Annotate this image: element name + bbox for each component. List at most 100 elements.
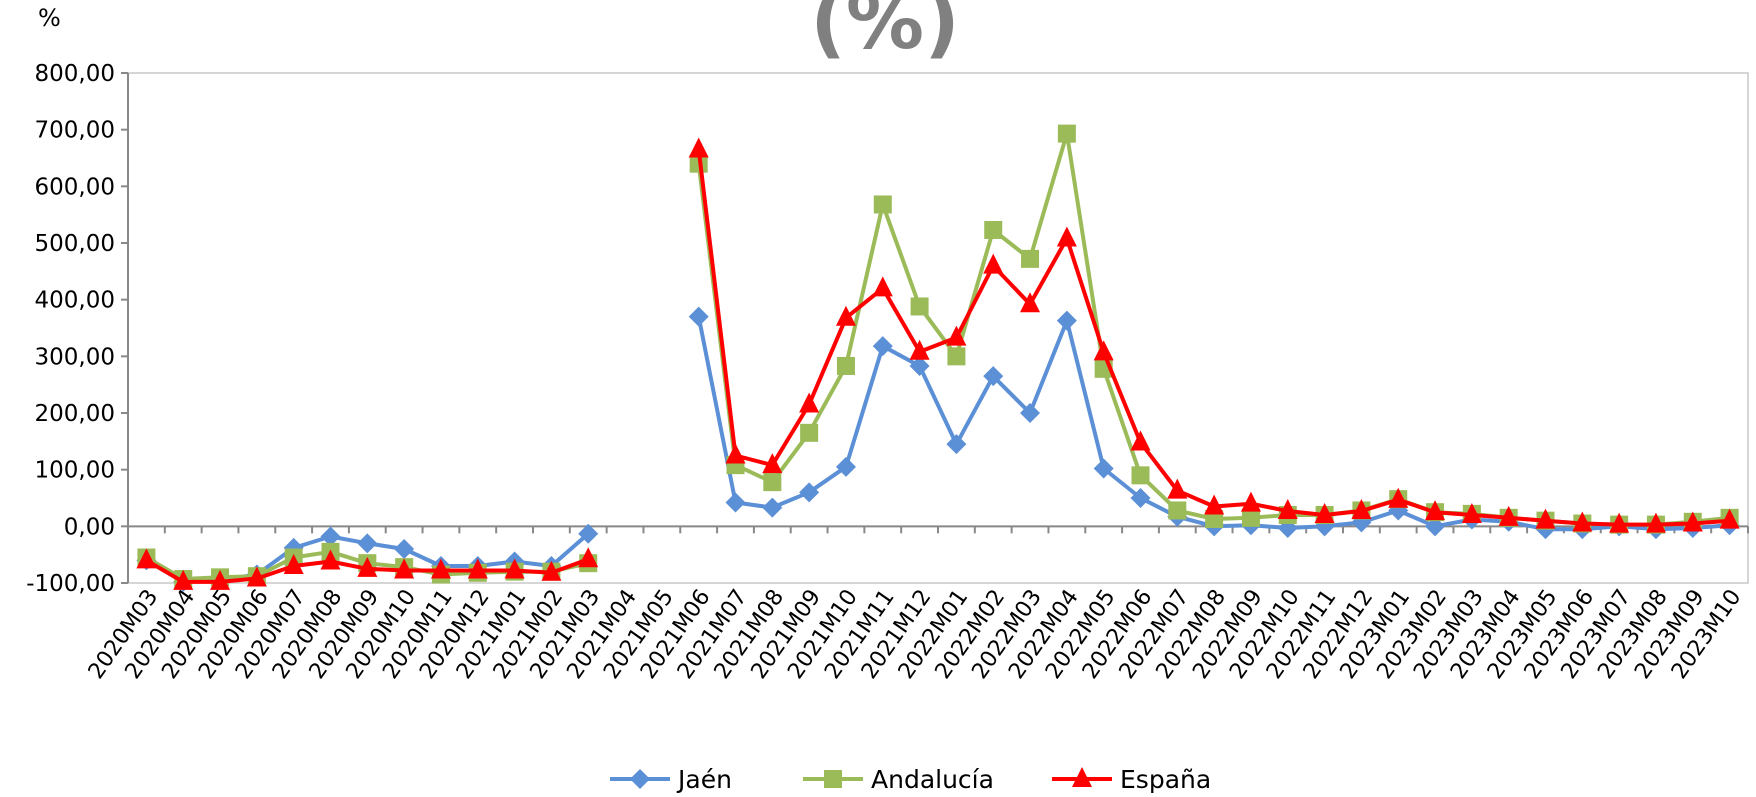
- data-point-jaen: [320, 526, 341, 547]
- legend-item-jaen: Jaén: [610, 765, 732, 794]
- data-point-jaen: [946, 434, 967, 455]
- data-point-espana: [1167, 478, 1188, 499]
- data-point-espana: [283, 554, 304, 574]
- y-axis-unit-label: %: [38, 4, 61, 32]
- data-point-jaen: [688, 306, 709, 327]
- data-point-espana: [1277, 499, 1298, 520]
- data-point-jaen: [983, 366, 1004, 387]
- data-point-espana: [173, 569, 194, 590]
- data-point-espana: [1093, 340, 1114, 361]
- data-point-andalucia: [1168, 501, 1187, 520]
- data-point-andalucia: [984, 220, 1003, 239]
- legend: Jaén Andalucía España: [610, 765, 1211, 794]
- data-point-jaen: [909, 355, 930, 376]
- data-point-andalucia: [800, 423, 819, 442]
- series-espana: [136, 137, 1740, 590]
- data-point-jaen: [1130, 488, 1151, 508]
- data-point-espana: [1461, 503, 1482, 523]
- series-jaen: [136, 306, 1740, 592]
- data-point-espana: [467, 558, 488, 579]
- data-point-espana: [246, 566, 267, 587]
- data-point-espana: [430, 558, 451, 579]
- data-point-espana: [762, 453, 783, 474]
- chart-title: (%): [810, 0, 959, 67]
- data-point-espana: [210, 569, 231, 590]
- y-tick-label: 200,00: [35, 401, 115, 427]
- y-tick-label: 100,00: [35, 458, 115, 484]
- data-point-espana: [1609, 512, 1630, 533]
- data-point-jaen: [578, 523, 599, 544]
- legend-marker: [824, 770, 842, 788]
- data-point-andalucia: [1057, 124, 1076, 143]
- data-point-espana: [725, 443, 746, 464]
- series-line-andalucia: [145, 131, 1730, 581]
- data-point-espana: [1645, 512, 1666, 533]
- plot-area: [127, 72, 1749, 584]
- data-point-espana: [1682, 511, 1703, 532]
- data-point-espana: [357, 556, 378, 577]
- y-tick-label: 700,00: [35, 118, 115, 144]
- series-line-jaen: [145, 316, 1730, 584]
- data-point-espana: [909, 339, 930, 360]
- data-point-jaen: [799, 482, 820, 503]
- data-point-espana: [799, 392, 820, 413]
- y-tick-label: 800,00: [35, 61, 115, 87]
- data-point-espana: [320, 549, 341, 570]
- data-point-espana: [1535, 508, 1556, 529]
- data-point-jaen: [1056, 310, 1077, 331]
- data-point-espana: [1314, 503, 1335, 523]
- data-point-espana: [541, 560, 562, 581]
- data-point-espana: [1020, 292, 1041, 313]
- data-point-espana: [1240, 491, 1261, 512]
- y-axis: -100,00 0,00 100,00 200,00 300,00 400,00 500,0…: [26, 61, 129, 597]
- data-point-jaen: [1093, 458, 1114, 479]
- data-point-espana: [394, 558, 415, 579]
- data-point-espana: [1719, 508, 1740, 529]
- data-point-espana: [983, 253, 1004, 274]
- data-point-jaen: [357, 533, 378, 554]
- y-tick-label: 400,00: [35, 288, 115, 314]
- data-point-jaen: [1425, 516, 1446, 537]
- data-point-espana: [1572, 511, 1593, 532]
- data-point-jaen: [394, 539, 415, 559]
- legend-label: Andalucía: [871, 765, 994, 794]
- data-point-andalucia: [836, 356, 855, 375]
- legend-marker: [1072, 767, 1092, 787]
- y-tick-label: 0,00: [64, 514, 115, 540]
- data-point-espana: [1204, 494, 1225, 515]
- data-point-espana: [1388, 487, 1409, 508]
- data-point-andalucia: [1241, 508, 1260, 527]
- data-point-espana: [578, 547, 599, 568]
- data-point-espana: [1351, 499, 1372, 520]
- data-point-jaen: [762, 497, 783, 518]
- data-point-espana: [1425, 500, 1446, 521]
- data-point-espana: [1498, 505, 1519, 526]
- series-layer: [136, 124, 1740, 592]
- legend-item-andalucia: Andalucía: [803, 765, 994, 794]
- data-point-espana: [1056, 226, 1077, 247]
- plot-border: [127, 72, 1749, 584]
- legend-marker: [630, 769, 650, 789]
- data-point-espana: [835, 305, 856, 326]
- data-point-espana: [504, 558, 525, 579]
- y-tick-label: 600,00: [35, 174, 115, 200]
- legend-label: España: [1120, 765, 1211, 794]
- data-point-jaen: [872, 336, 893, 357]
- data-point-andalucia: [947, 347, 966, 366]
- y-tick-label: -100,00: [26, 571, 115, 597]
- data-point-andalucia: [910, 297, 929, 316]
- data-point-andalucia: [873, 195, 892, 214]
- data-point-espana: [136, 548, 157, 569]
- series-line-espana: [145, 149, 1730, 584]
- data-point-espana: [688, 137, 709, 158]
- data-point-espana: [946, 325, 967, 346]
- data-point-andalucia: [763, 473, 782, 492]
- x-axis: 2020M032020M042020M052020M062020M072020M…: [84, 525, 1749, 684]
- data-point-jaen: [835, 456, 856, 477]
- data-point-andalucia: [1131, 466, 1150, 485]
- data-point-espana: [872, 276, 893, 297]
- data-point-jaen: [1020, 403, 1041, 423]
- y-tick-label: 500,00: [35, 231, 115, 257]
- legend-label: Jaén: [676, 765, 732, 794]
